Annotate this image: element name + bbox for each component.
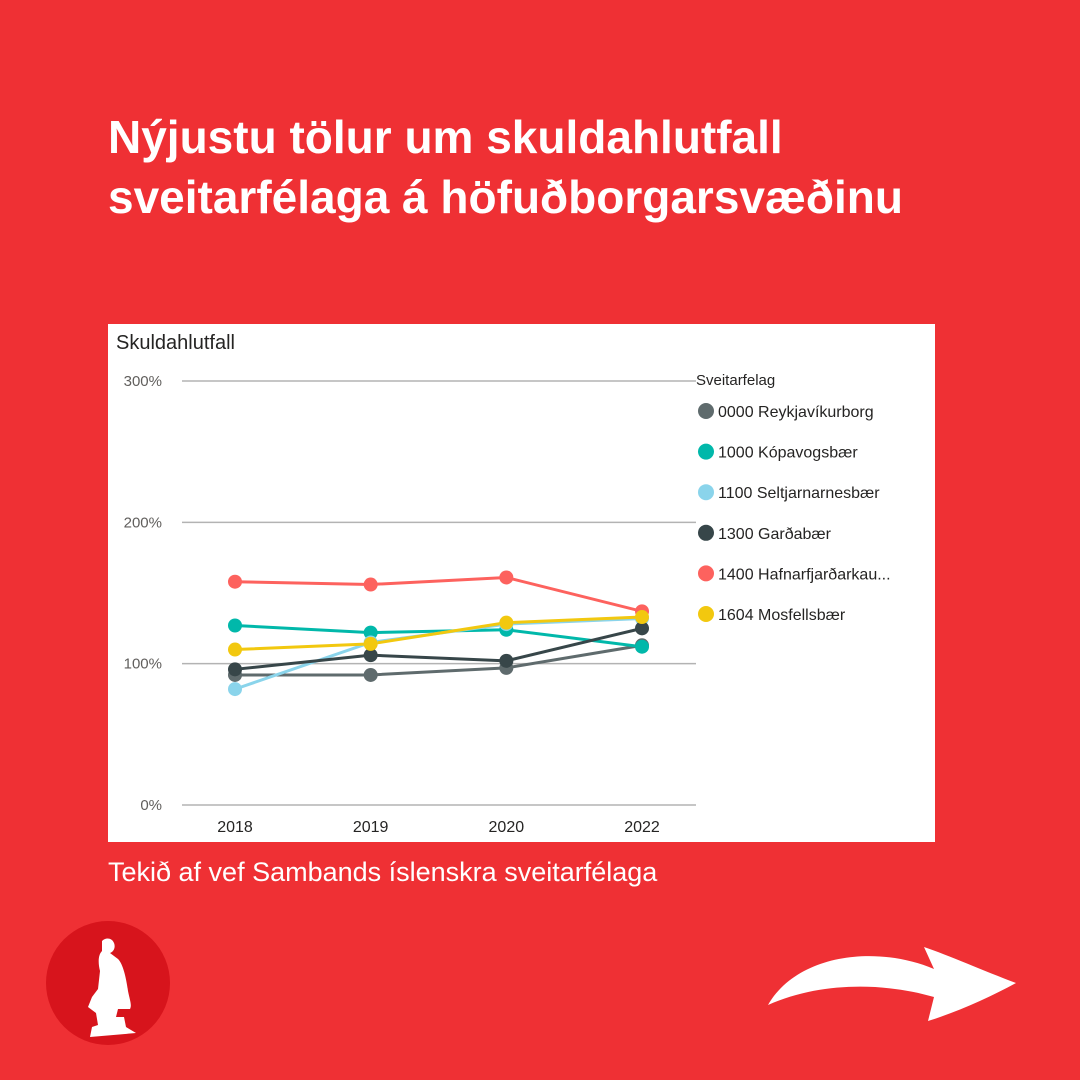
legend-marker — [698, 565, 714, 582]
x-tick-label: 2018 — [217, 819, 253, 836]
x-tick-label: 2020 — [489, 819, 525, 836]
legend-marker — [698, 484, 714, 501]
y-tick-label: 200% — [124, 514, 162, 531]
data-point — [363, 636, 378, 651]
legend-label: 1000 Kópavogsbær — [718, 445, 858, 462]
data-point — [635, 610, 649, 625]
data-point — [635, 621, 649, 636]
legend-label: 1100 Seltjarnarnesbær — [718, 485, 880, 502]
headline-line-1: Nýjustu tölur um skuldahlutfall — [108, 111, 783, 163]
data-point — [499, 615, 514, 630]
data-point — [363, 577, 378, 592]
source-caption: Tekið af vef Sambands íslenskra sveitarf… — [108, 857, 658, 887]
y-tick-label: 0% — [140, 797, 162, 814]
series-line — [234, 575, 643, 613]
y-tick-label: 300% — [124, 373, 162, 390]
headline: Nýjustu tölur um skuldahlutfall sveitarf… — [108, 108, 1048, 228]
y-tick-label: 100% — [124, 656, 162, 673]
legend-marker — [698, 524, 714, 541]
data-point — [228, 642, 242, 657]
data-point — [228, 662, 242, 677]
legend-marker — [698, 606, 714, 622]
legend-label: 1604 Mosfellsbær — [718, 607, 846, 624]
legend-label: 0000 Reykjavíkurborg — [718, 404, 874, 421]
data-point — [499, 570, 514, 585]
data-point — [228, 682, 242, 697]
x-tick-label: 2022 — [624, 819, 660, 836]
legend-marker — [698, 403, 714, 419]
data-point — [363, 667, 378, 682]
legend-title: Sveitarfelag — [696, 372, 775, 389]
data-point — [228, 574, 242, 589]
series-line — [234, 615, 643, 652]
legend-marker — [698, 443, 714, 460]
headline-line-2: sveitarfélaga á höfuðborgarsvæðinu — [108, 170, 903, 223]
curved-arrow-right-icon[interactable] — [762, 925, 1022, 1025]
series-line — [234, 626, 643, 671]
chart-card: Skuldahlutfall 0% 100% 200% 300% 2018 2019 2020… — [108, 324, 935, 842]
x-tick-label: 2019 — [353, 819, 389, 836]
data-point — [635, 639, 649, 654]
chart-title: Skuldahlutfall — [116, 332, 235, 354]
data-point — [499, 653, 514, 668]
data-point — [228, 618, 242, 633]
series-line — [234, 624, 643, 649]
data-point — [363, 625, 378, 640]
statue-logo-icon — [46, 921, 170, 1045]
legend-label: 1300 Garðabær — [718, 526, 832, 543]
legend-label: 1400 Hafnarfjarðarkau... — [718, 566, 891, 583]
series-line — [235, 643, 643, 677]
data-point — [363, 648, 378, 663]
line-chart: Skuldahlutfall 0% 100% 200% 300% 2018 2019 2020… — [116, 332, 891, 836]
